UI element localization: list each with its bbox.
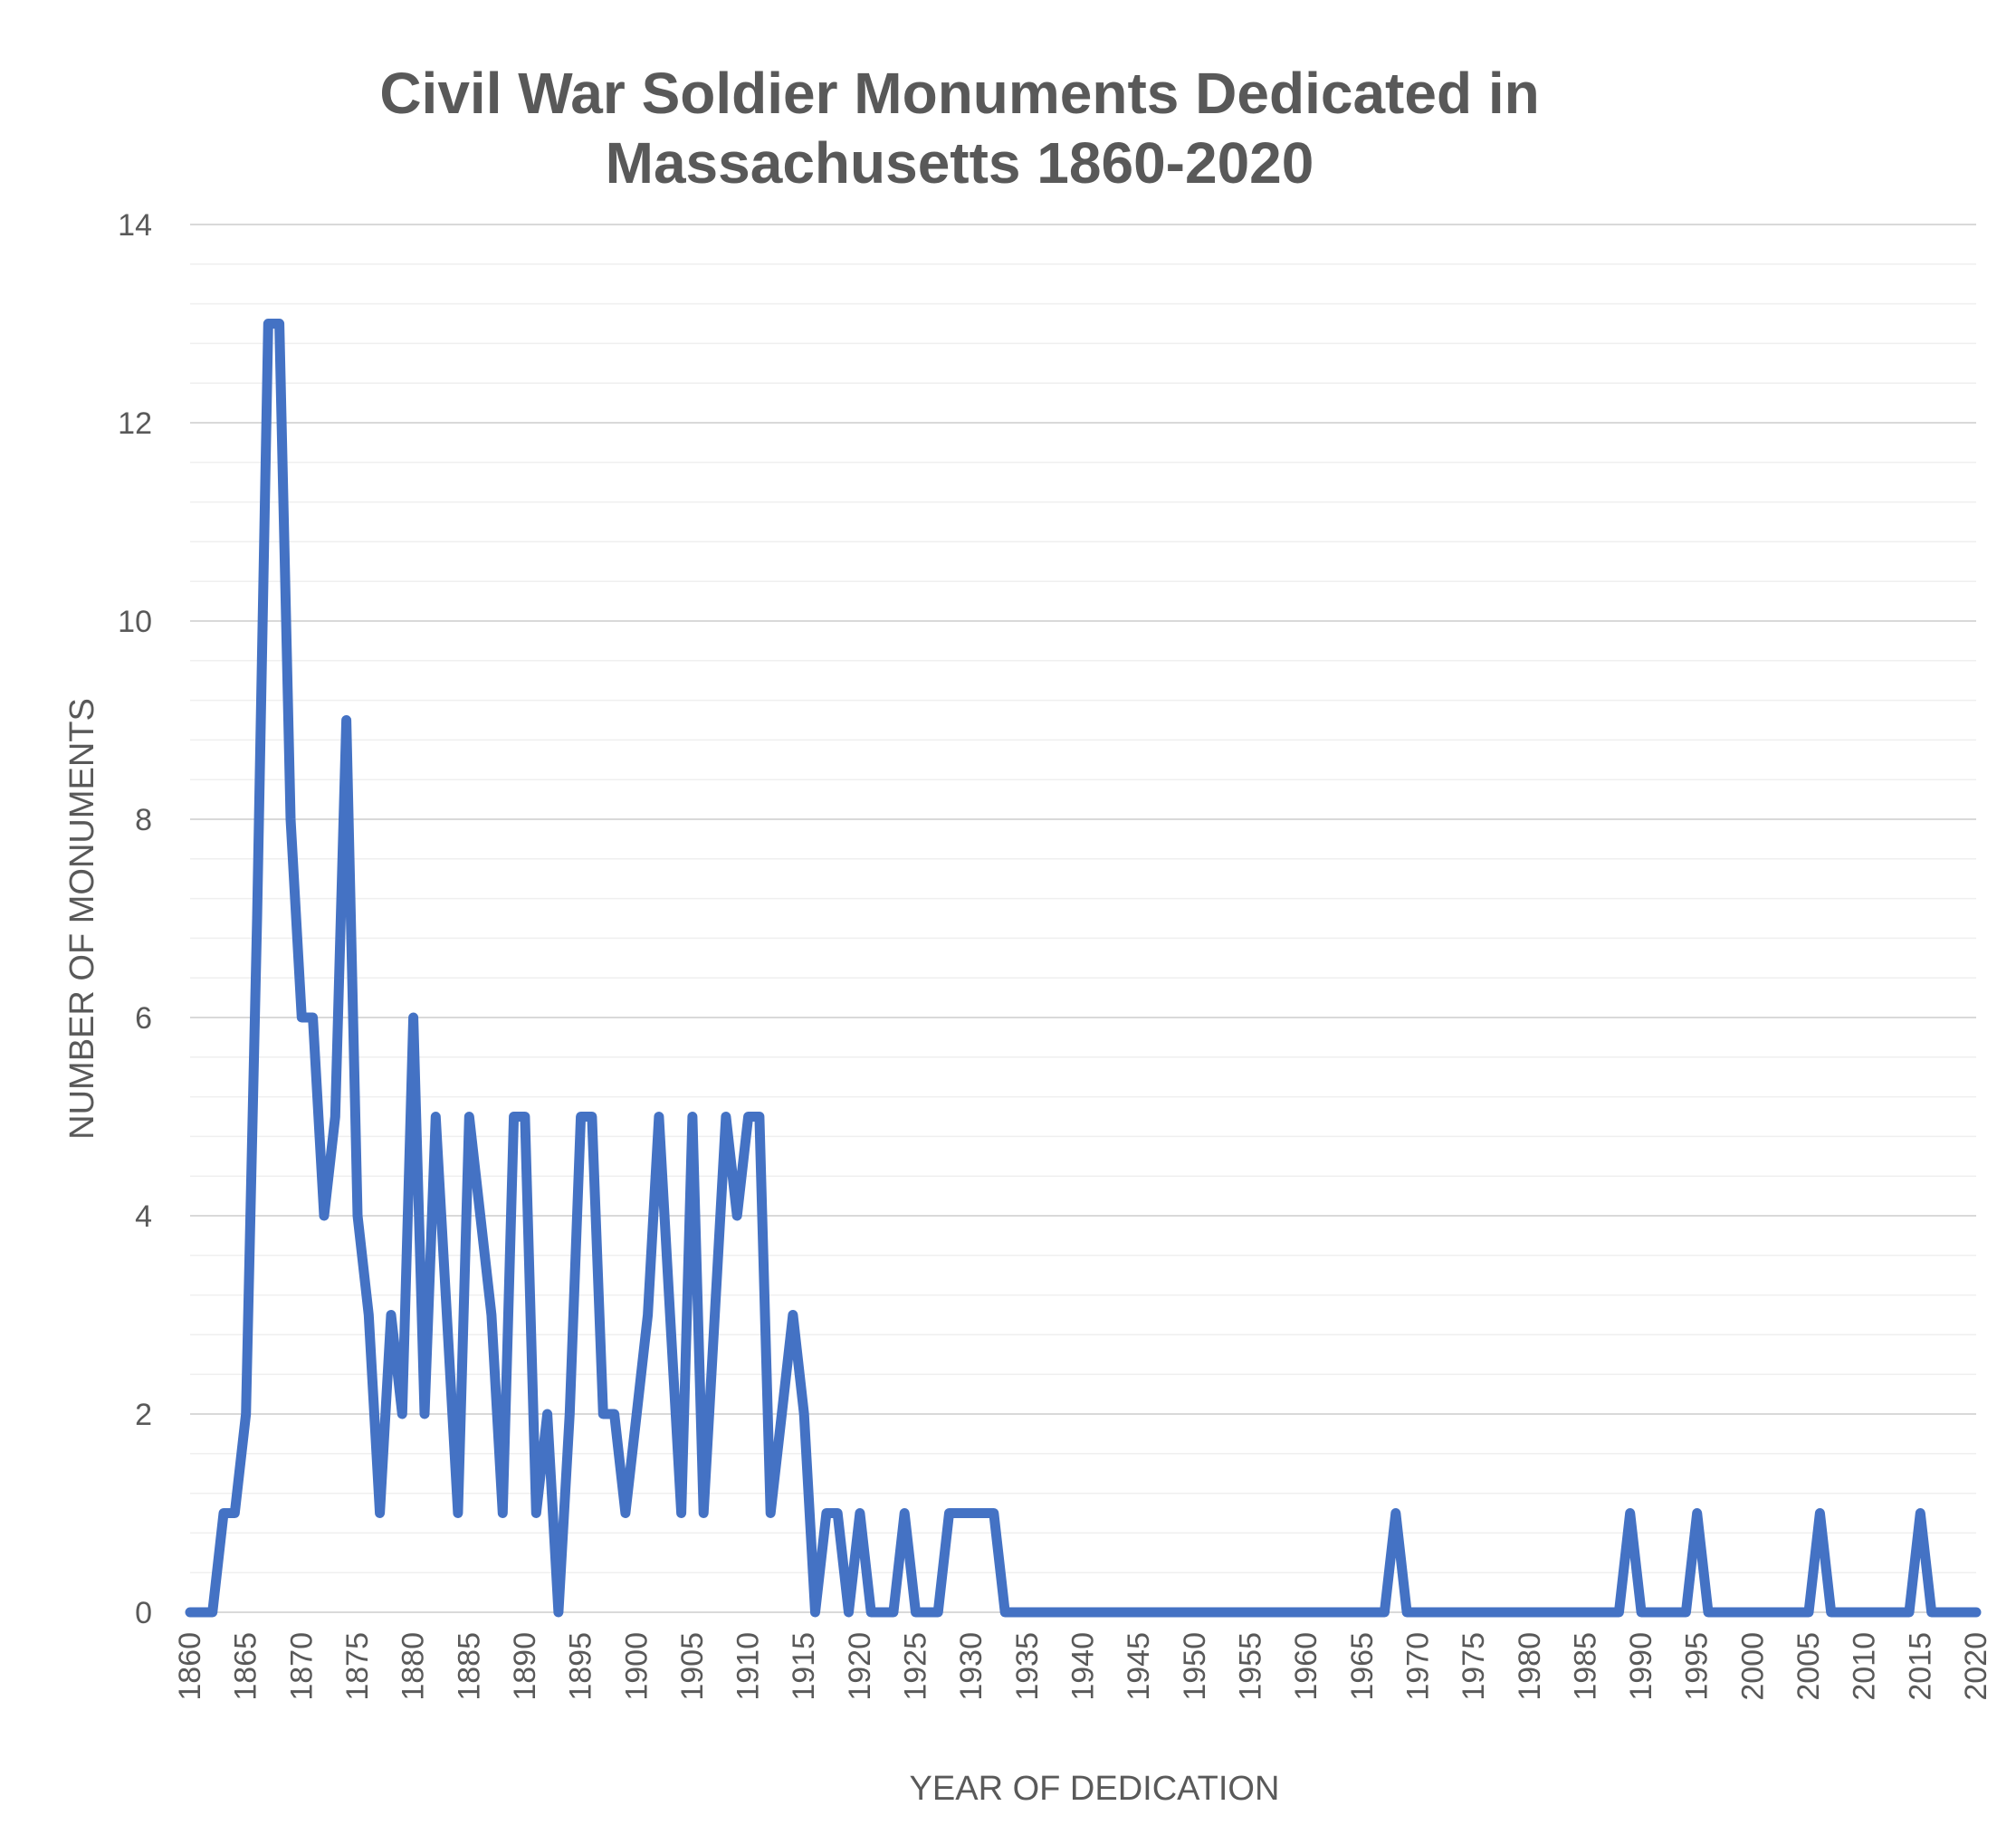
y-tick-label: 8	[135, 803, 152, 837]
chart-title-line-1: Civil War Soldier Monuments Dedicated in	[379, 61, 1539, 126]
x-tick-label: 1995	[1680, 1632, 1715, 1701]
x-tick-label: 1905	[675, 1632, 710, 1701]
x-tick-label: 1910	[731, 1632, 766, 1701]
x-tick-label: 1975	[1457, 1632, 1491, 1701]
x-axis-tick-labels: 1860 1865 1870 1875 1880 1885 1890 1895 1900 1905…	[173, 1632, 1993, 1701]
x-tick-label: 2005	[1791, 1632, 1826, 1701]
y-tick-label: 6	[135, 1001, 152, 1036]
x-tick-label: 1970	[1400, 1632, 1435, 1701]
x-tick-label: 2010	[1848, 1632, 1882, 1701]
x-tick-label: 1890	[508, 1632, 542, 1701]
x-tick-label: 1920	[843, 1632, 877, 1701]
x-tick-label: 1875	[340, 1632, 375, 1701]
y-axis-tick-labels: 0 2 4 6 8 10 12 14	[118, 208, 152, 1630]
y-tick-label: 14	[118, 208, 152, 243]
x-tick-label: 1945	[1122, 1632, 1156, 1701]
y-tick-label: 10	[118, 605, 152, 639]
y-tick-label: 12	[118, 406, 152, 441]
x-tick-label: 1860	[173, 1632, 207, 1701]
x-tick-label: 1985	[1568, 1632, 1602, 1701]
x-tick-label: 1990	[1624, 1632, 1658, 1701]
x-tick-label: 2000	[1735, 1632, 1770, 1701]
x-tick-label: 1895	[564, 1632, 598, 1701]
x-tick-label: 1930	[954, 1632, 989, 1701]
x-tick-label: 1925	[899, 1632, 933, 1701]
x-tick-label: 1940	[1066, 1632, 1101, 1701]
x-tick-label: 1955	[1233, 1632, 1267, 1701]
x-tick-label: 1980	[1513, 1632, 1547, 1701]
x-tick-label: 1915	[787, 1632, 821, 1701]
y-axis-title: NUMBER OF MONUMENTS	[63, 698, 101, 1140]
x-tick-label: 1885	[452, 1632, 486, 1701]
x-tick-label: 1865	[229, 1632, 263, 1701]
y-tick-label: 0	[135, 1596, 152, 1630]
x-tick-label: 2015	[1903, 1632, 1937, 1701]
x-tick-label: 2020	[1959, 1632, 1993, 1701]
x-tick-label: 1965	[1345, 1632, 1380, 1701]
x-tick-label: 1960	[1289, 1632, 1323, 1701]
series-layer	[185, 319, 1982, 1618]
series-line	[185, 319, 1982, 1618]
y-tick-label: 4	[135, 1199, 152, 1234]
x-tick-label: 1935	[1010, 1632, 1045, 1701]
x-axis-title: YEAR OF DEDICATION	[910, 1770, 1280, 1808]
x-tick-label: 1900	[619, 1632, 654, 1701]
x-tick-label: 1880	[397, 1632, 431, 1701]
y-tick-label: 2	[135, 1398, 152, 1432]
x-tick-label: 1950	[1178, 1632, 1212, 1701]
chart-title-line-2: Massachusetts 1860-2020	[606, 130, 1314, 196]
x-tick-label: 1870	[284, 1632, 319, 1701]
